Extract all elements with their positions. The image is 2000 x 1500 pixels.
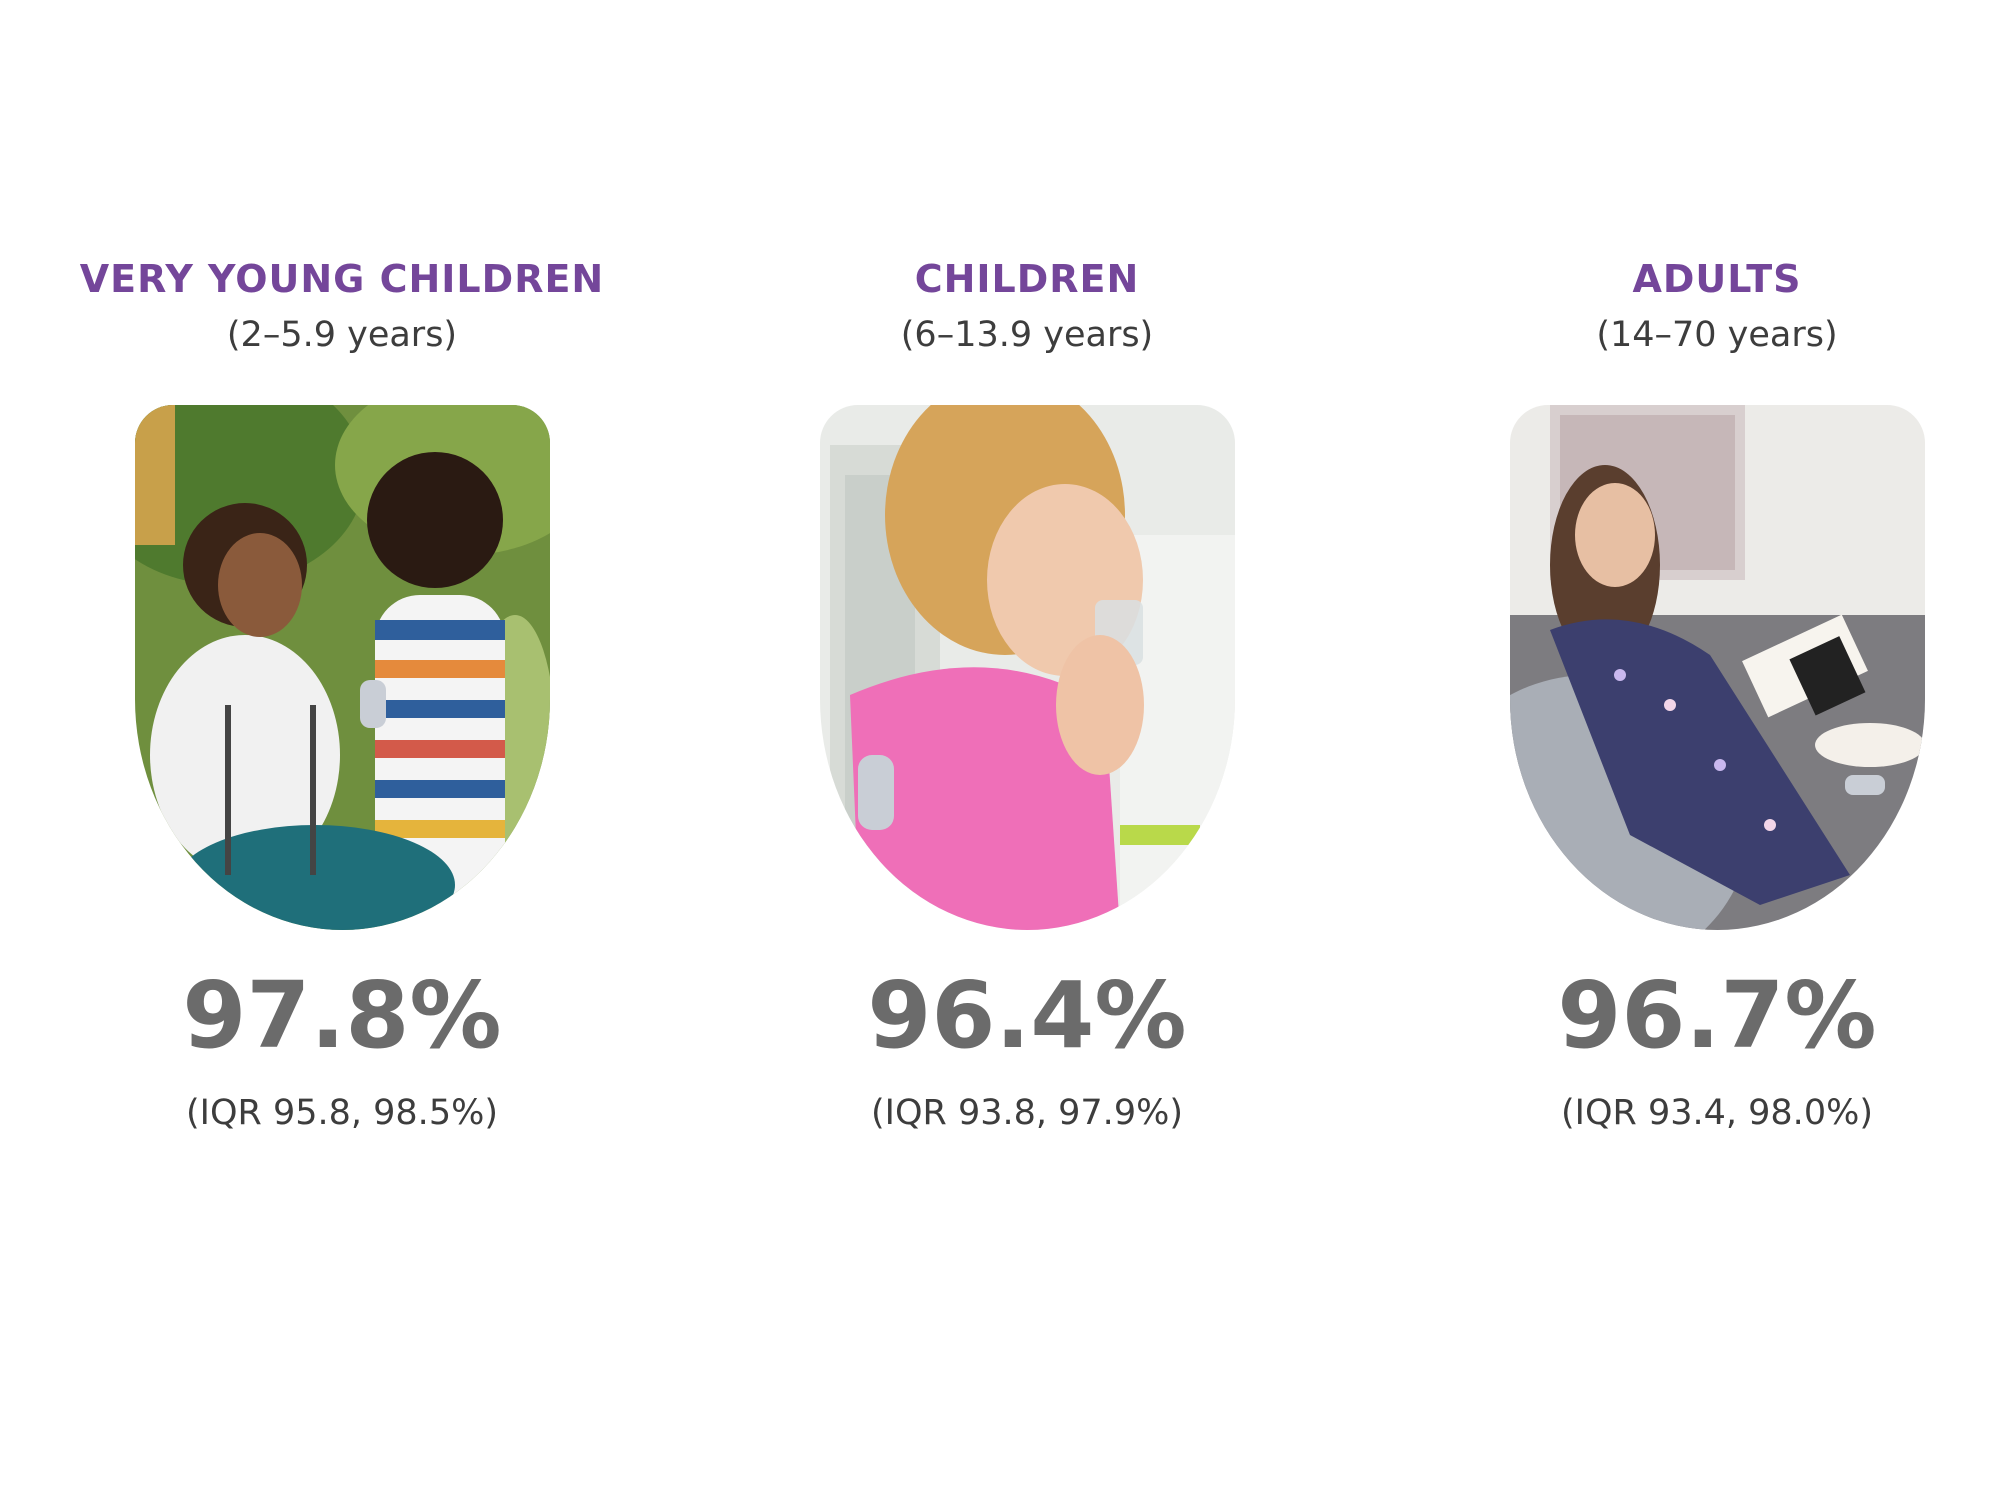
iqr-text: (IQR 95.8, 98.5%): [186, 1093, 498, 1133]
group-very-young-children: VERY YOUNG CHILDREN (2–5.9 years) 97.8%: [42, 260, 642, 1131]
iqr-text: (IQR 93.4, 98.0%): [1561, 1093, 1873, 1133]
iqr-text: (IQR 93.8, 97.9%): [871, 1093, 1183, 1133]
girl-drinking-water-photo: [819, 405, 1235, 930]
group-title: ADULTS: [1632, 257, 1802, 301]
group-age-range: (6–13.9 years): [900, 315, 1154, 355]
time-in-range-value: 96.4%: [867, 962, 1187, 1069]
group-age-range: (2–5.9 years): [226, 315, 458, 355]
woman-and-child-photo: [134, 405, 550, 930]
woman-reading-photo: [1509, 405, 1925, 930]
group-adults: ADULTS (14–70 years) 96.7% (IQR 93.4, 98…: [1417, 260, 2000, 1131]
time-in-range-value: 97.8%: [182, 962, 502, 1069]
group-children: CHILDREN (6–13.9 years) 96.4% (IQR 93.8,…: [727, 260, 1327, 1131]
group-title: CHILDREN: [914, 257, 1140, 301]
group-age-range: (14–70 years): [1596, 315, 1838, 355]
time-in-range-value: 96.7%: [1557, 962, 1877, 1069]
group-title: VERY YOUNG CHILDREN: [79, 257, 605, 301]
